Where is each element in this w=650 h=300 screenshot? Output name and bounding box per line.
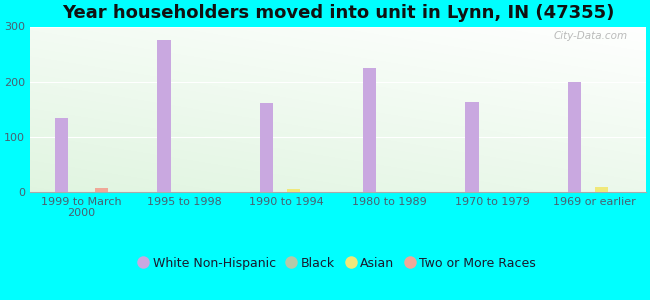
Bar <box>568 82 581 192</box>
Bar <box>157 40 171 192</box>
Bar <box>95 188 108 192</box>
Bar <box>55 118 68 192</box>
Bar <box>595 187 608 192</box>
Bar <box>287 189 300 192</box>
Legend: White Non-Hispanic, Black, Asian, Two or More Races: White Non-Hispanic, Black, Asian, Two or… <box>135 251 541 275</box>
Bar <box>363 68 376 192</box>
Text: City-Data.com: City-Data.com <box>553 32 627 41</box>
Title: Year householders moved into unit in Lynn, IN (47355): Year householders moved into unit in Lyn… <box>62 4 614 22</box>
Bar <box>465 102 478 192</box>
Bar <box>260 103 274 192</box>
